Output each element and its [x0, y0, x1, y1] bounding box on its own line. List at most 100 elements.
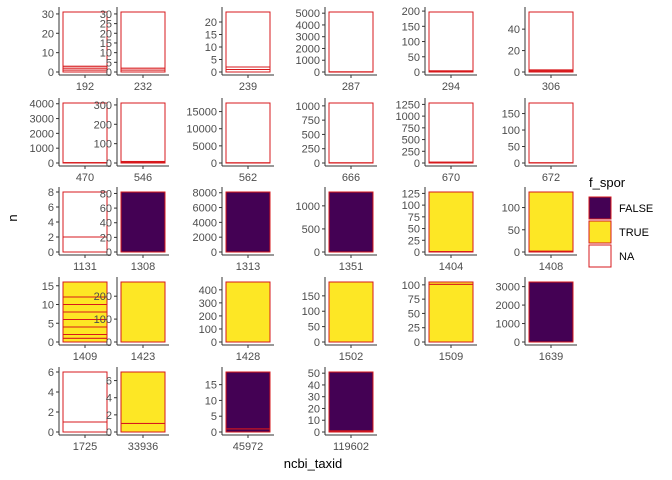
x-tick-label: 287	[342, 81, 360, 93]
y-tick-label: 5	[48, 318, 54, 330]
y-tick-label: 0	[211, 158, 217, 170]
y-tick-label: 500	[402, 135, 420, 147]
y-tick-label: 1000	[296, 201, 320, 213]
y-tick-label: 50	[408, 52, 420, 64]
y-tick-label: 400	[199, 285, 217, 297]
y-tick-label: 3000	[296, 32, 320, 44]
y-tick-label: 4	[106, 393, 112, 405]
y-tick-label: 25	[408, 235, 420, 247]
bar-segment-na	[62, 11, 108, 67]
y-tick-label: 40	[508, 24, 520, 36]
y-tick-label: 75	[408, 212, 420, 224]
legend-key-false	[588, 196, 612, 220]
y-tick-label: 100	[402, 280, 420, 292]
facet-672: 0 50 100 150 672	[502, 98, 577, 184]
facet-panels: 0102030192051015202530232051015202390100…	[30, 6, 577, 453]
bar-segment-true	[62, 281, 108, 298]
y-tick-label: 100	[402, 37, 420, 49]
y-tick-label: 0	[414, 247, 420, 259]
x-tick-label: 1409	[73, 351, 97, 363]
y-tick-label: 4000	[193, 217, 217, 229]
x-tick-label: 666	[342, 172, 360, 184]
y-tick-label: 250	[302, 144, 320, 156]
y-tick-label: 5	[106, 57, 112, 69]
y-tick-label: 100	[94, 314, 112, 326]
bar-segment-true	[528, 191, 574, 252]
y-tick-label: 0	[314, 67, 320, 79]
facet-1725: 0 2 4 6 1725	[48, 367, 111, 453]
bar-segment-na	[62, 371, 108, 423]
y-tick-label: 0	[211, 427, 217, 439]
y-tick-label: 10	[42, 300, 54, 312]
facet-1308: 0 20 40 60 80 1308	[100, 187, 169, 273]
x-tick-label: 192	[76, 81, 94, 93]
y-tick-label: 30	[42, 9, 54, 21]
bar-segment-true	[120, 281, 166, 343]
facet-1639: 0 1000 2000 3000 1639	[496, 277, 577, 363]
y-tick-label: 20	[100, 232, 112, 244]
y-tick-label: 2	[48, 232, 54, 244]
bar-segment-na	[428, 11, 474, 72]
x-tick-label: 1428	[236, 351, 260, 363]
y-tick-label: 150	[502, 109, 520, 121]
bar-segment-true	[62, 337, 108, 343]
x-tick-label: 1351	[339, 261, 363, 273]
y-tick-label: 500	[302, 224, 320, 236]
bar-segment-true	[62, 304, 108, 313]
y-tick-label: 150	[302, 291, 320, 303]
y-tick-label: 125	[402, 188, 420, 200]
y-tick-label: 4000	[296, 20, 320, 32]
y-tick-label: 50	[408, 224, 420, 236]
y-tick-label: 0	[48, 427, 54, 439]
y-tick-label: 750	[402, 123, 420, 135]
y-tick-label: 100	[94, 139, 112, 151]
y-tick-label: 1000	[296, 55, 320, 67]
x-tick-label: 306	[542, 81, 560, 93]
y-tick-label: 0	[48, 337, 54, 349]
bar-segment-na	[120, 102, 166, 162]
y-tick-label: 0	[48, 247, 54, 259]
y-tick-label: 0	[106, 247, 112, 259]
facet-1351: 0 500 1000 1351	[296, 187, 377, 273]
y-tick-label: 0	[314, 337, 320, 349]
y-tick-label: 15	[205, 380, 217, 392]
x-tick-label: 470	[76, 172, 94, 184]
y-tick-label: 30	[308, 392, 320, 404]
y-tick-label: 150	[402, 21, 420, 33]
y-tick-label: 4000	[30, 99, 54, 111]
facet-1409: 0 5 10 15 1409	[42, 277, 111, 363]
y-tick-label: 50	[308, 368, 320, 380]
y-tick-label: 300	[94, 100, 112, 112]
bar-segment-true	[428, 283, 474, 343]
y-tick-label: 6	[106, 376, 112, 388]
y-tick-label: 2	[48, 407, 54, 419]
y-tick-label: 5	[211, 411, 217, 423]
y-tick-label: 10	[205, 395, 217, 407]
y-tick-label: 0	[106, 67, 112, 79]
bar-segment-na	[528, 11, 574, 71]
facet-1131: 0 2 4 6 8 1131	[48, 187, 111, 273]
facet-546: 0 100 200 300 546	[94, 98, 169, 184]
facet-1408: 0 50 100 1408	[502, 187, 577, 273]
x-tick-label: 1509	[439, 351, 463, 363]
legend-key-na	[588, 244, 612, 268]
y-tick-label: 50	[508, 225, 520, 237]
y-tick-label: 100	[402, 200, 420, 212]
legend-title: f_spor	[589, 175, 626, 190]
y-tick-label: 0	[106, 158, 112, 170]
y-tick-label: 1000	[30, 143, 54, 155]
x-tick-label: 1639	[539, 351, 563, 363]
y-tick-label: 0	[106, 427, 112, 439]
y-tick-label: 15000	[186, 107, 217, 119]
y-tick-label: 50	[508, 142, 520, 154]
bar-segment-true	[120, 371, 166, 424]
bar-segment-true	[428, 191, 474, 253]
y-tick-label: 5000	[193, 141, 217, 153]
y-tick-label: 5000	[296, 8, 320, 20]
y-tick-label: 1000	[296, 101, 320, 113]
